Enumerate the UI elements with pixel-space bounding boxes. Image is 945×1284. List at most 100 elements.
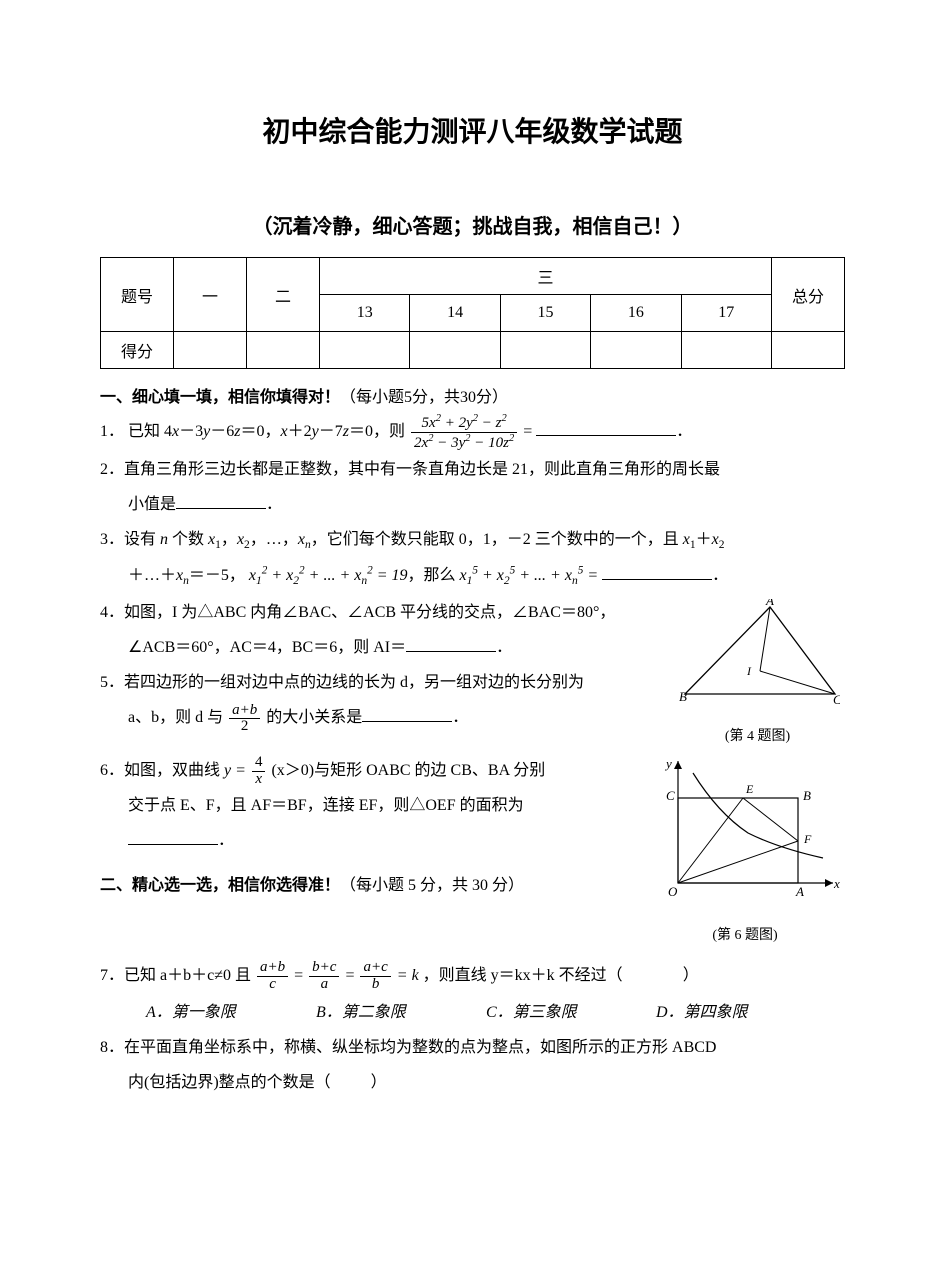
q1-num: 1． (100, 423, 124, 440)
q6-textcol: 6．如图，双曲线 y = 4 x (x＞0)与矩形 OABC 的边 CB、BA … (100, 753, 645, 952)
q5-blank (362, 706, 452, 722)
q7-opt-a: A．第一象限 (146, 995, 316, 1030)
question-4: 4．如图，I 为△ABC 内角∠BAC、∠ACB 平分线的交点，∠BAC＝80°… (100, 595, 670, 665)
score-cell (681, 332, 771, 369)
section2-title: 二、精心选一选，相信你选得准！ (100, 877, 340, 894)
score-cell (591, 332, 681, 369)
page-subtitle: （沉着冷静，细心答题；挑战自我，相信自己！） (100, 210, 845, 239)
svg-text:F: F (803, 832, 812, 846)
triangle-icon: A B C I (675, 599, 840, 709)
q7-opt-c: C．第三象限 (486, 995, 656, 1030)
q5-line2a: a、b，则 d 与 (128, 709, 223, 726)
q7-opt-b: B．第二象限 (316, 995, 486, 1030)
svg-text:A: A (765, 599, 774, 608)
q4-q5-textcol: 4．如图，I 为△ABC 内角∠BAC、∠ACB 平分线的交点，∠BAC＝80°… (100, 595, 670, 753)
score-cell (410, 332, 500, 369)
q3-blank (602, 564, 712, 580)
q2-line1: 直角三角形三边长都是正整数，其中有一条直角边长是 21，则此直角三角形的周长最 (124, 461, 720, 478)
figure-6: O A B C E F x y (第 6 题图) (645, 753, 845, 952)
svg-text:C: C (666, 788, 675, 803)
figure-6-caption: (第 6 题图) (645, 921, 845, 952)
section1-heading: 一、细心填一填，相信你填得对！（每小题5分，共30分） (100, 383, 845, 407)
q8-num: 8． (100, 1039, 124, 1056)
q3-num: 3． (100, 531, 124, 548)
q6-row: 6．如图，双曲线 y = 4 x (x＞0)与矩形 OABC 的边 CB、BA … (100, 753, 845, 952)
q6-blank (128, 829, 218, 845)
svg-text:B: B (679, 689, 687, 704)
hyperbola-rect-icon: O A B C E F x y (648, 753, 843, 908)
score-cell (772, 332, 845, 369)
subcol-14: 14 (410, 295, 500, 332)
q2-line2: 小值是 (128, 496, 176, 513)
q2-after: ． (266, 496, 282, 513)
score-cell (247, 332, 320, 369)
score-cell (174, 332, 247, 369)
section2-note: （每小题 5 分，共 30 分） (340, 877, 524, 894)
q1-frac-den: 2x2 − 3y2 − 10z2 (411, 432, 517, 452)
subcol-13: 13 (320, 295, 410, 332)
q1-text: 已知 4x－3y－6z＝0，x＋2y－7z＝0，则 (128, 423, 405, 440)
q3-sum1: x12 + x22 + ... + xn2 = 19 (249, 567, 408, 584)
col-header-three: 三 (320, 258, 772, 295)
q1-fraction: 5x2 + 2y2 − z2 2x2 − 3y2 − 10z2 (411, 413, 517, 452)
score-cell (320, 332, 410, 369)
subcol-16: 16 (591, 295, 681, 332)
svg-text:C: C (833, 692, 840, 707)
question-1: 1． 已知 4x－3y－6z＝0，x＋2y－7z＝0，则 5x2 + 2y2 −… (100, 413, 845, 452)
q1-frac-num: 5x2 + 2y2 − z2 (411, 413, 517, 432)
q2-blank (176, 493, 266, 509)
col-header-two: 二 (247, 258, 320, 332)
q3-sum2: x15 + x25 + ... + xn5 = (460, 567, 599, 584)
section1-note: （每小题5分，共30分） (340, 389, 508, 406)
figure-4-caption: (第 4 题图) (670, 722, 845, 753)
q7-frac3: a+cb (360, 960, 390, 993)
subcol-15: 15 (500, 295, 590, 332)
q8-line2: 内(包括边界)整点的个数是（ (128, 1074, 331, 1091)
q4-q5-row: 4．如图，I 为△ABC 内角∠BAC、∠ACB 平分线的交点，∠BAC＝80°… (100, 595, 845, 753)
q6-line2: 交于点 E、F，且 AF＝BF，连接 EF，则△OEF 的面积为 (128, 797, 524, 814)
svg-text:A: A (795, 884, 804, 899)
q7-opt-d: D．第四象限 (656, 995, 826, 1030)
q7-options: A．第一象限 B．第二象限 C．第三象限 D．第四象限 (146, 995, 845, 1030)
section2-heading: 二、精心选一选，相信你选得准！（每小题 5 分，共 30 分） (100, 868, 645, 903)
col-header-tihao: 题号 (101, 258, 174, 332)
subcol-17: 17 (681, 295, 771, 332)
score-cell (500, 332, 590, 369)
question-5: 5．若四边形的一组对边中点的边线的长为 d，另一组对边的长分别为 a、b，则 d… (100, 665, 670, 735)
question-3: 3．设有 n 个数 x1，x2，…，xn，它们每个数只能取 0，1，－2 三个数… (100, 522, 845, 595)
row-header-score: 得分 (101, 332, 174, 369)
q4-line2: ∠ACB＝60°，AC＝4，BC＝6，则 AI＝ (128, 639, 406, 656)
q7-frac2: b+ca (309, 960, 339, 993)
table-row: 题号 一 二 三 总分 (101, 258, 845, 295)
q1-eq: = (523, 423, 532, 440)
col-header-one: 一 (174, 258, 247, 332)
question-list: 1． 已知 4x－3y－6z＝0，x＋2y－7z＝0，则 5x2 + 2y2 −… (100, 413, 845, 1101)
svg-text:y: y (664, 756, 672, 771)
q1-blank (536, 420, 676, 436)
q1-after: ． (676, 423, 692, 440)
q5-line1: 若四边形的一组对边中点的边线的长为 d，另一组对边的长分别为 (124, 674, 584, 691)
q5-num: 5． (100, 674, 124, 691)
question-6: 6．如图，双曲线 y = 4 x (x＞0)与矩形 OABC 的边 CB、BA … (100, 753, 645, 859)
svg-text:x: x (833, 876, 840, 891)
score-table: 题号 一 二 三 总分 13 14 15 16 17 得分 (100, 257, 845, 369)
exam-page: 初中综合能力测评八年级数学试题 （沉着冷静，细心答题；挑战自我，相信自己！） 题… (0, 0, 945, 1284)
question-2: 2．直角三角形三边长都是正整数，其中有一条直角边长是 21，则此直角三角形的周长… (100, 452, 845, 522)
table-row: 得分 (101, 332, 845, 369)
figure-4: A B C I (第 4 题图) (670, 595, 845, 753)
svg-text:B: B (803, 788, 811, 803)
page-title: 初中综合能力测评八年级数学试题 (100, 110, 845, 150)
q4-blank (406, 636, 496, 652)
section1-title: 一、细心填一填，相信你填得对！ (100, 389, 340, 406)
svg-text:O: O (668, 884, 678, 899)
q2-num: 2． (100, 461, 124, 478)
col-header-total: 总分 (772, 258, 845, 332)
svg-text:E: E (745, 782, 754, 796)
question-8: 8．在平面直角坐标系中，称横、纵坐标均为整数的点为整点，如图所示的正方形 ABC… (100, 1030, 845, 1100)
svg-text:I: I (746, 664, 752, 678)
q5-line2b: 的大小关系是 (266, 709, 362, 726)
q8-line1: 在平面直角坐标系中，称横、纵坐标均为整数的点为整点，如图所示的正方形 ABCD (124, 1039, 716, 1056)
q4-num: 4． (100, 604, 124, 621)
q7-frac1: a+bc (257, 960, 288, 993)
q5-fraction: a+b 2 (229, 703, 260, 736)
